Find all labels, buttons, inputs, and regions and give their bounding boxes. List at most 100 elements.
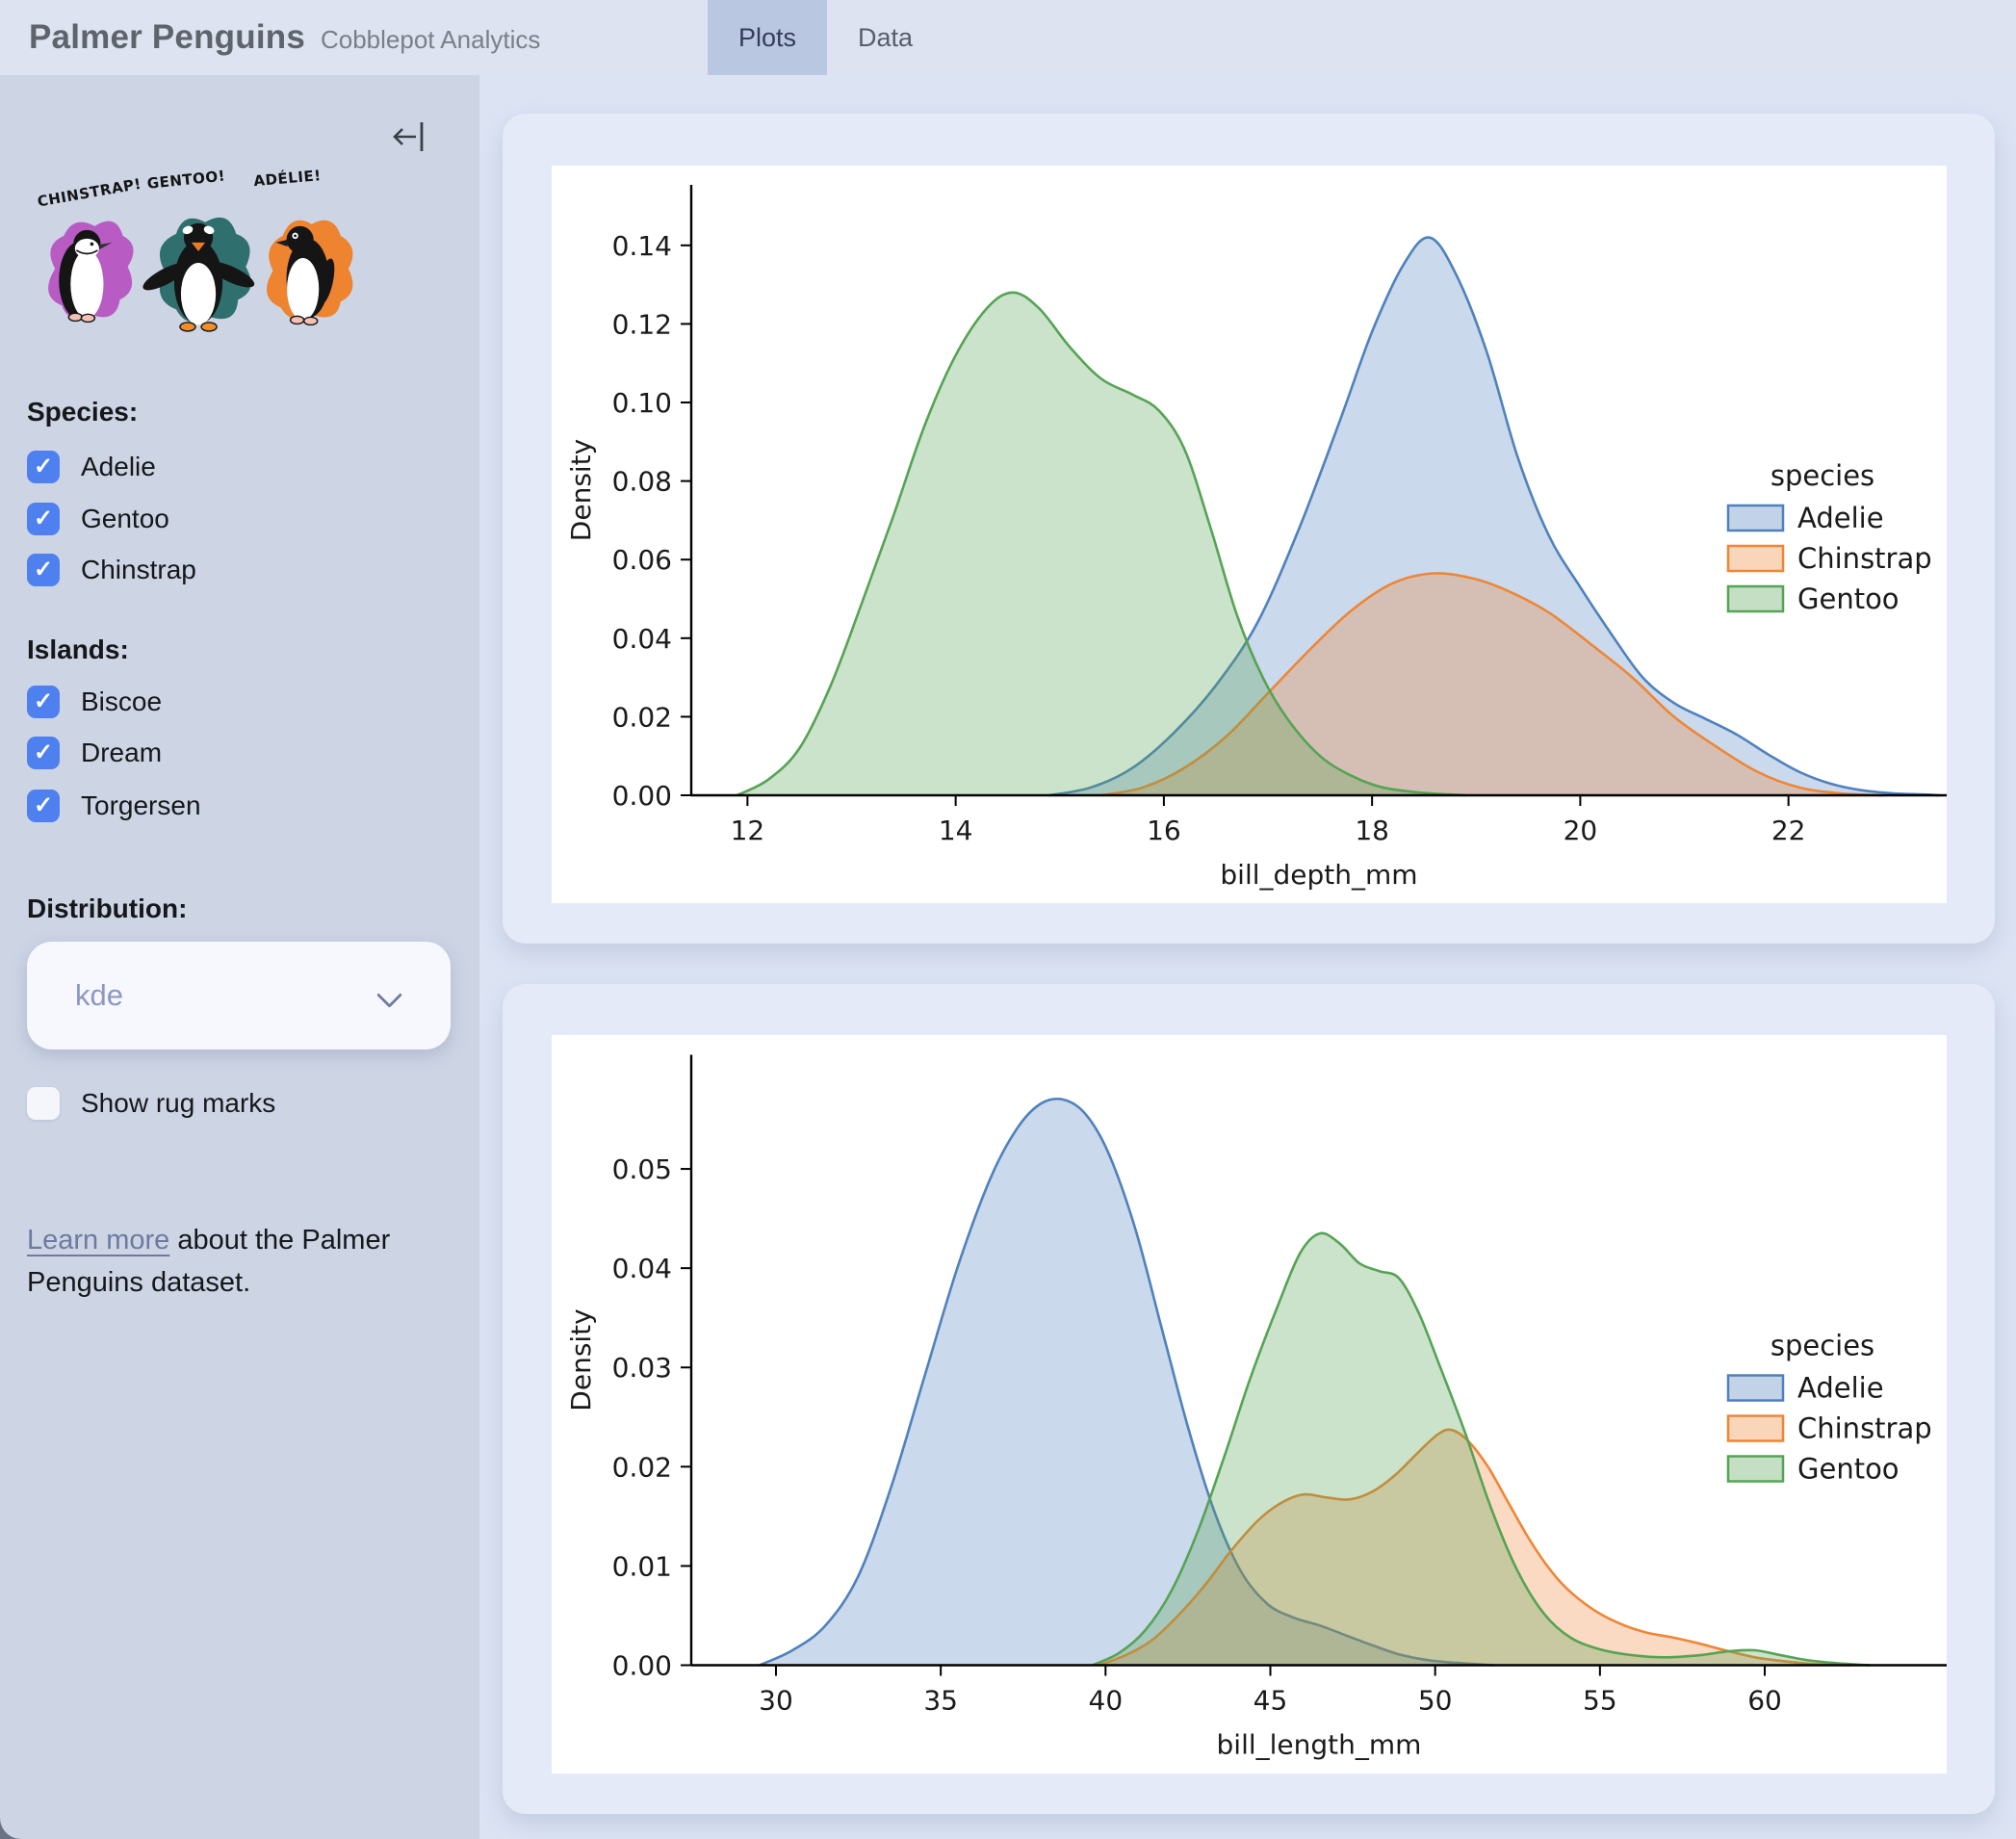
svg-text:40: 40 [1089,1685,1124,1717]
svg-text:Chinstrap: Chinstrap [1797,542,1932,575]
svg-text:Gentoo: Gentoo [1797,1453,1900,1486]
penguin-artwork-image: CHINSTRAP! GENTOO! ADÉLIE! [36,166,353,332]
kde-chart-bill-length: 30 35 40 45 50 55 60 0.00 0.01 0.02 0.03 0.04 0.05 bi… [565,1054,1947,1761]
kde-chart-bill-depth: 12 14 16 18 20 22 0.00 0.02 0.04 0.06 0.08 0.10 0.12… [565,185,1947,891]
islands-group-label: Islands: [27,635,129,664]
svg-text:45: 45 [1254,1685,1288,1717]
svg-text:Adelie: Adelie [1797,502,1884,534]
chinstrap-checkbox[interactable]: ✓ [27,554,60,586]
svg-text:0.04: 0.04 [612,623,672,655]
check-icon: ✓ [33,739,54,765]
svg-text:16: 16 [1147,815,1181,846]
tab-plots[interactable]: Plots [708,0,828,75]
learn-more-paragraph: Learn more about the Palmer Penguins dat… [27,1220,404,1304]
main-content: 12 14 16 18 20 22 0.00 0.02 0.04 0.06 0.08 0.10 0.12… [479,75,2016,1839]
adelie-checkbox-label: Adelie [81,452,156,481]
torgersen-checkbox[interactable]: ✓ [27,790,60,822]
svg-text:0.05: 0.05 [612,1153,672,1185]
gentoo-checkbox-label: Gentoo [81,504,169,533]
svg-text:Density: Density [565,1308,597,1411]
check-icon: ✓ [33,557,54,583]
rug-marks-checkbox[interactable]: ✓ [27,1087,60,1120]
svg-text:50: 50 [1418,1685,1453,1717]
svg-text:0.02: 0.02 [612,701,672,733]
app-subtitle: Cobblepot Analytics [320,25,541,54]
distribution-select[interactable]: kde [27,942,451,1049]
checkbox-row-rug-marks[interactable]: ✓ Show rug marks [27,1085,275,1122]
chinstrap-checkbox-label: Chinstrap [81,555,196,584]
adelie-checkbox[interactable]: ✓ [27,451,60,483]
chinstrap-penguin [59,229,113,324]
torgersen-checkbox-label: Torgersen [81,790,201,820]
svg-text:Density: Density [565,439,597,541]
penguin-artwork: CHINSTRAP! GENTOO! ADÉLIE! [23,152,362,361]
svg-text:0.02: 0.02 [612,1451,672,1483]
app-title-group: Palmer Penguins Cobblepot Analytics [29,18,540,57]
svg-text:Adelie: Adelie [1797,1372,1884,1405]
svg-text:Gentoo: Gentoo [1797,583,1900,615]
svg-text:22: 22 [1771,815,1806,846]
svg-text:35: 35 [923,1685,958,1717]
svg-text:30: 30 [759,1685,793,1717]
nav-tabs: Plots Data [708,0,943,75]
rug-marks-checkbox-label: Show rug marks [81,1088,276,1118]
chevron-down-icon [376,982,402,1008]
app-header: Palmer Penguins Cobblepot Analytics Plot… [0,0,2016,75]
chinstrap-label: CHINSTRAP! [36,175,142,211]
checkbox-row-adelie[interactable]: ✓ Adelie [27,449,156,485]
svg-text:18: 18 [1355,815,1389,846]
sidebar: CHINSTRAP! GENTOO! ADÉLIE! Species: ✓ Ad… [0,75,479,1839]
sidebar-collapse-button[interactable] [387,116,429,158]
svg-text:0.06: 0.06 [612,544,672,576]
svg-text:species: species [1770,459,1874,492]
checkbox-row-dream[interactable]: ✓ Dream [27,735,162,771]
svg-text:14: 14 [939,815,973,846]
check-icon: ✓ [33,688,54,714]
learn-more-rest: about the Palmer Penguins dataset. [27,1225,391,1298]
check-icon: ✓ [33,792,54,818]
gentoo-checkbox[interactable]: ✓ [27,503,60,535]
svg-text:0.04: 0.04 [612,1253,672,1284]
svg-text:species: species [1770,1330,1874,1362]
svg-text:0.10: 0.10 [612,387,672,419]
checkbox-row-biscoe[interactable]: ✓ Biscoe [27,684,162,720]
dream-checkbox[interactable]: ✓ [27,737,60,769]
check-icon: ✓ [33,453,54,479]
svg-text:0.01: 0.01 [612,1550,672,1582]
svg-text:0.12: 0.12 [612,308,672,340]
learn-more-link[interactable]: Learn more [27,1225,170,1256]
dream-checkbox-label: Dream [81,738,163,767]
plot-bill-length: 30 35 40 45 50 55 60 0.00 0.01 0.02 0.03 0.04 0.05 bi… [552,1035,1947,1774]
svg-text:Chinstrap: Chinstrap [1797,1412,1932,1445]
gentoo-penguin [142,222,255,332]
svg-text:12: 12 [731,815,765,846]
plot-card-bill-length: 30 35 40 45 50 55 60 0.00 0.01 0.02 0.03 0.04 0.05 bi… [503,984,1995,1814]
adelie-penguin [275,225,335,326]
species-group-label: Species: [27,397,139,427]
checkbox-row-chinstrap[interactable]: ✓ Chinstrap [27,552,196,588]
distribution-label: Distribution: [27,894,188,923]
svg-text:0.00: 0.00 [612,780,672,812]
app-title: Palmer Penguins [29,18,305,56]
adelie-label: ADÉLIE! [253,166,323,190]
plot-bill-depth: 12 14 16 18 20 22 0.00 0.02 0.04 0.06 0.08 0.10 0.12… [552,166,1947,903]
checkbox-row-torgersen[interactable]: ✓ Torgersen [27,788,201,824]
biscoe-checkbox[interactable]: ✓ [27,686,60,718]
svg-text:0.08: 0.08 [612,466,672,498]
checkbox-row-gentoo[interactable]: ✓ Gentoo [27,501,169,537]
tab-data[interactable]: Data [858,22,914,52]
check-icon: ✓ [33,505,54,531]
collapse-left-icon [393,122,424,151]
gentoo-label: GENTOO! [146,167,226,192]
svg-text:20: 20 [1564,815,1598,846]
svg-text:55: 55 [1583,1685,1617,1717]
plot-card-bill-depth: 12 14 16 18 20 22 0.00 0.02 0.04 0.06 0.08 0.10 0.12… [503,114,1995,944]
biscoe-checkbox-label: Biscoe [81,686,163,716]
svg-text:bill_length_mm: bill_length_mm [1217,1729,1422,1761]
svg-text:0.03: 0.03 [612,1352,672,1384]
distribution-selected-value: kde [75,978,123,1012]
svg-text:0.14: 0.14 [612,230,672,262]
svg-text:60: 60 [1747,1685,1782,1717]
svg-text:0.00: 0.00 [612,1650,672,1682]
svg-text:bill_depth_mm: bill_depth_mm [1220,859,1417,891]
